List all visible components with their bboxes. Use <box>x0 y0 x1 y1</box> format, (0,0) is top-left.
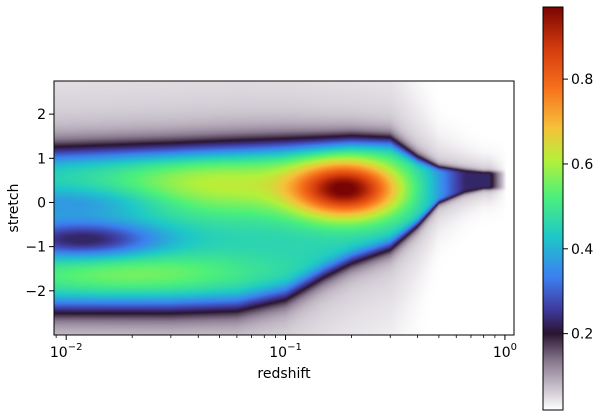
plot-frame <box>53 80 515 336</box>
x-tick-label: 10−1 <box>269 342 302 361</box>
y-tick-label: −1 <box>25 240 46 256</box>
colorbar-tick-label: 0.6 <box>571 157 593 173</box>
colorbar-tick-label: 0.2 <box>571 327 593 343</box>
colorbar-gradient <box>543 7 563 410</box>
x-tick-label: 10−2 <box>50 342 83 361</box>
y-axis: 2 1 0 −1 −2 <box>25 107 54 300</box>
colorbar-frame <box>542 6 564 411</box>
heatmap-canvas <box>54 81 514 335</box>
y-tick-label: 1 <box>37 151 46 167</box>
y-axis-label: stretch <box>6 184 22 233</box>
y-tick-label: 2 <box>37 107 46 123</box>
colorbar-tick-label: 0.8 <box>571 72 593 88</box>
x-axis: 10−2 10−1 100 <box>50 335 517 361</box>
y-tick-label: 0 <box>37 195 46 211</box>
colorbar-axis: 0.2 0.4 0.6 0.8 <box>563 72 593 343</box>
colorbar-tick-label: 0.4 <box>571 242 593 258</box>
y-tick-label: −2 <box>25 284 46 300</box>
x-axis-label: redshift <box>257 366 311 382</box>
x-tick-label: 100 <box>493 342 517 361</box>
